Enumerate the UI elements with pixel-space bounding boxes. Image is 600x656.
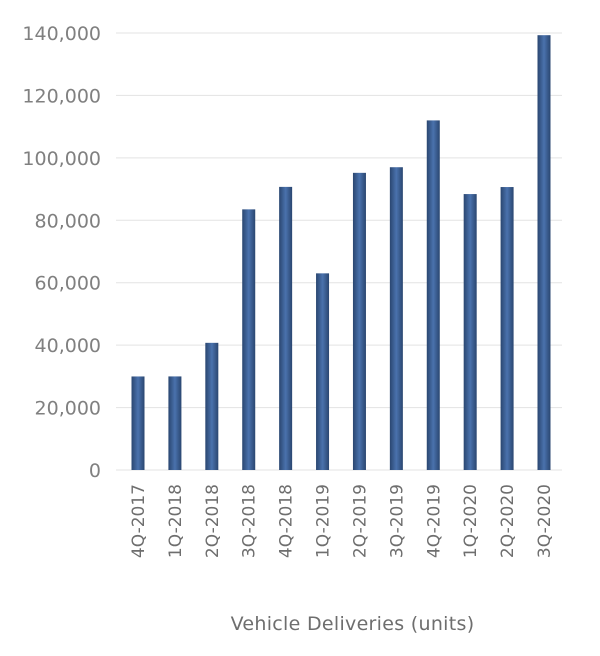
y-tick-label: 80,000 — [35, 210, 101, 232]
y-tick-label: 60,000 — [35, 273, 101, 295]
y-tick-label: 120,000 — [22, 85, 101, 107]
x-tick-label: 4Q-2018 — [277, 484, 297, 558]
bar — [205, 342, 219, 470]
bar — [131, 376, 145, 470]
bar — [426, 120, 440, 471]
x-tick-label: 4Q-2017 — [129, 484, 149, 558]
y-tick-label: 40,000 — [35, 335, 101, 357]
bar — [352, 172, 366, 470]
x-tick-label: 4Q-2019 — [424, 484, 444, 558]
x-axis-label: Vehicle Deliveries (units) — [230, 613, 475, 635]
y-axis: 0 20,000 40,000 60,000 80,000 100,000 120,000 1… — [22, 23, 101, 482]
bar — [537, 35, 551, 471]
x-tick-label: 1Q-2018 — [166, 484, 186, 558]
bars — [131, 35, 551, 471]
x-tick-label: 2Q-2019 — [350, 484, 370, 558]
bar — [500, 187, 514, 471]
x-tick-label: 2Q-2020 — [498, 484, 518, 558]
y-tick-label: 100,000 — [22, 148, 101, 170]
bar — [316, 273, 330, 470]
bar — [279, 186, 293, 471]
y-tick-label: 0 — [89, 460, 101, 482]
x-tick-label: 3Q-2019 — [387, 484, 407, 558]
x-tick-label: 1Q-2020 — [461, 484, 481, 558]
x-tick-label: 3Q-2018 — [240, 484, 260, 558]
bar — [242, 209, 256, 470]
y-tick-label: 140,000 — [22, 23, 101, 45]
x-axis: 4Q-2017 1Q-2018 2Q-2018 3Q-2018 4Q-2018 1Q-20… — [129, 484, 555, 558]
x-tick-label: 2Q-2018 — [203, 484, 223, 558]
bar — [168, 376, 182, 470]
bar — [463, 194, 477, 470]
bar — [389, 167, 403, 470]
x-tick-label: 1Q-2019 — [314, 484, 334, 558]
y-tick-label: 20,000 — [35, 398, 101, 420]
gridlines — [116, 32, 562, 471]
x-tick-label: 3Q-2020 — [535, 484, 555, 558]
